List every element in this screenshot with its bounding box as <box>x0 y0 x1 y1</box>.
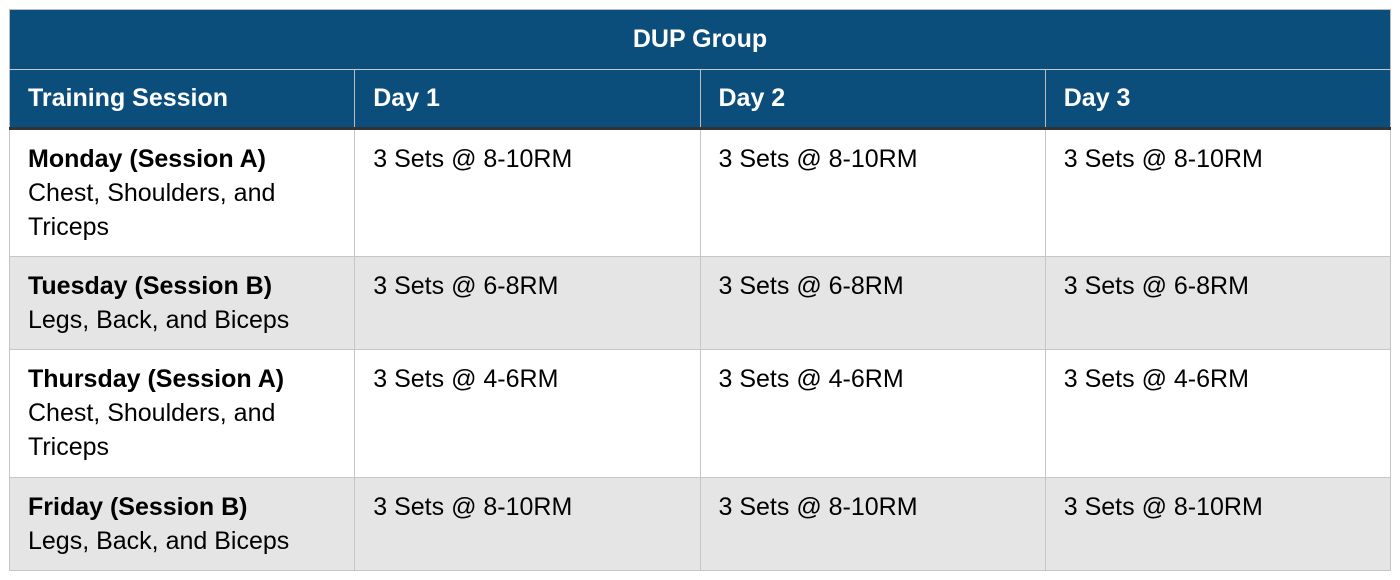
dup-group-table: DUP Group Training Session Day 1 Day 2 D… <box>8 9 1392 572</box>
session-cell: Thursday (Session A) Chest, Shoulders, a… <box>8 349 356 478</box>
column-header-day1: Day 1 <box>354 69 701 130</box>
session-detail: Legs, Back, and Biceps <box>28 306 290 335</box>
table-row-tuesday: Tuesday (Session B) Legs, Back, and Bice… <box>8 256 1392 351</box>
session-cell: Friday (Session B) Legs, Back, and Bicep… <box>8 476 356 572</box>
table-row-monday: Monday (Session A) Chest, Shoulders, and… <box>8 127 1392 258</box>
table-row-thursday: Thursday (Session A) Chest, Shoulders, a… <box>8 349 1392 478</box>
session-detail: Legs, Back, and Biceps <box>28 526 290 555</box>
table-title-row: DUP Group <box>9 9 1391 70</box>
session-cell: Monday (Session A) Chest, Shoulders, and… <box>8 127 356 258</box>
day3-cell: 3 Sets @ 8-10RM <box>1044 127 1392 258</box>
table-row-friday: Friday (Session B) Legs, Back, and Bicep… <box>8 476 1392 572</box>
session-detail: Chest, Shoulders, and Triceps <box>28 399 276 462</box>
session-title: Tuesday (Session B) <box>28 272 273 301</box>
day3-cell: 3 Sets @ 8-10RM <box>1044 476 1392 572</box>
session-title: Friday (Session B) <box>28 492 248 521</box>
session-cell: Tuesday (Session B) Legs, Back, and Bice… <box>8 256 356 351</box>
day1-cell: 3 Sets @ 8-10RM <box>354 476 701 572</box>
day1-cell: 3 Sets @ 8-10RM <box>354 127 701 258</box>
day2-cell: 3 Sets @ 6-8RM <box>699 256 1046 351</box>
day2-cell: 3 Sets @ 8-10RM <box>699 127 1046 258</box>
session-title: Thursday (Session A) <box>28 365 285 394</box>
day2-cell: 3 Sets @ 8-10RM <box>699 476 1046 572</box>
day1-cell: 3 Sets @ 6-8RM <box>354 256 701 351</box>
day3-cell: 3 Sets @ 6-8RM <box>1044 256 1392 351</box>
column-header-row: Training Session Day 1 Day 2 Day 3 <box>8 69 1392 130</box>
column-header-day3: Day 3 <box>1044 69 1392 130</box>
session-title: Monday (Session A) <box>28 145 266 173</box>
table-title: DUP Group <box>9 9 1391 70</box>
session-detail: Chest, Shoulders, and Triceps <box>28 179 276 241</box>
day1-cell: 3 Sets @ 4-6RM <box>354 349 701 478</box>
day3-cell: 3 Sets @ 4-6RM <box>1044 349 1392 478</box>
day2-cell: 3 Sets @ 4-6RM <box>699 349 1046 478</box>
column-header-training-session: Training Session <box>8 69 356 130</box>
column-header-day2: Day 2 <box>699 69 1046 130</box>
